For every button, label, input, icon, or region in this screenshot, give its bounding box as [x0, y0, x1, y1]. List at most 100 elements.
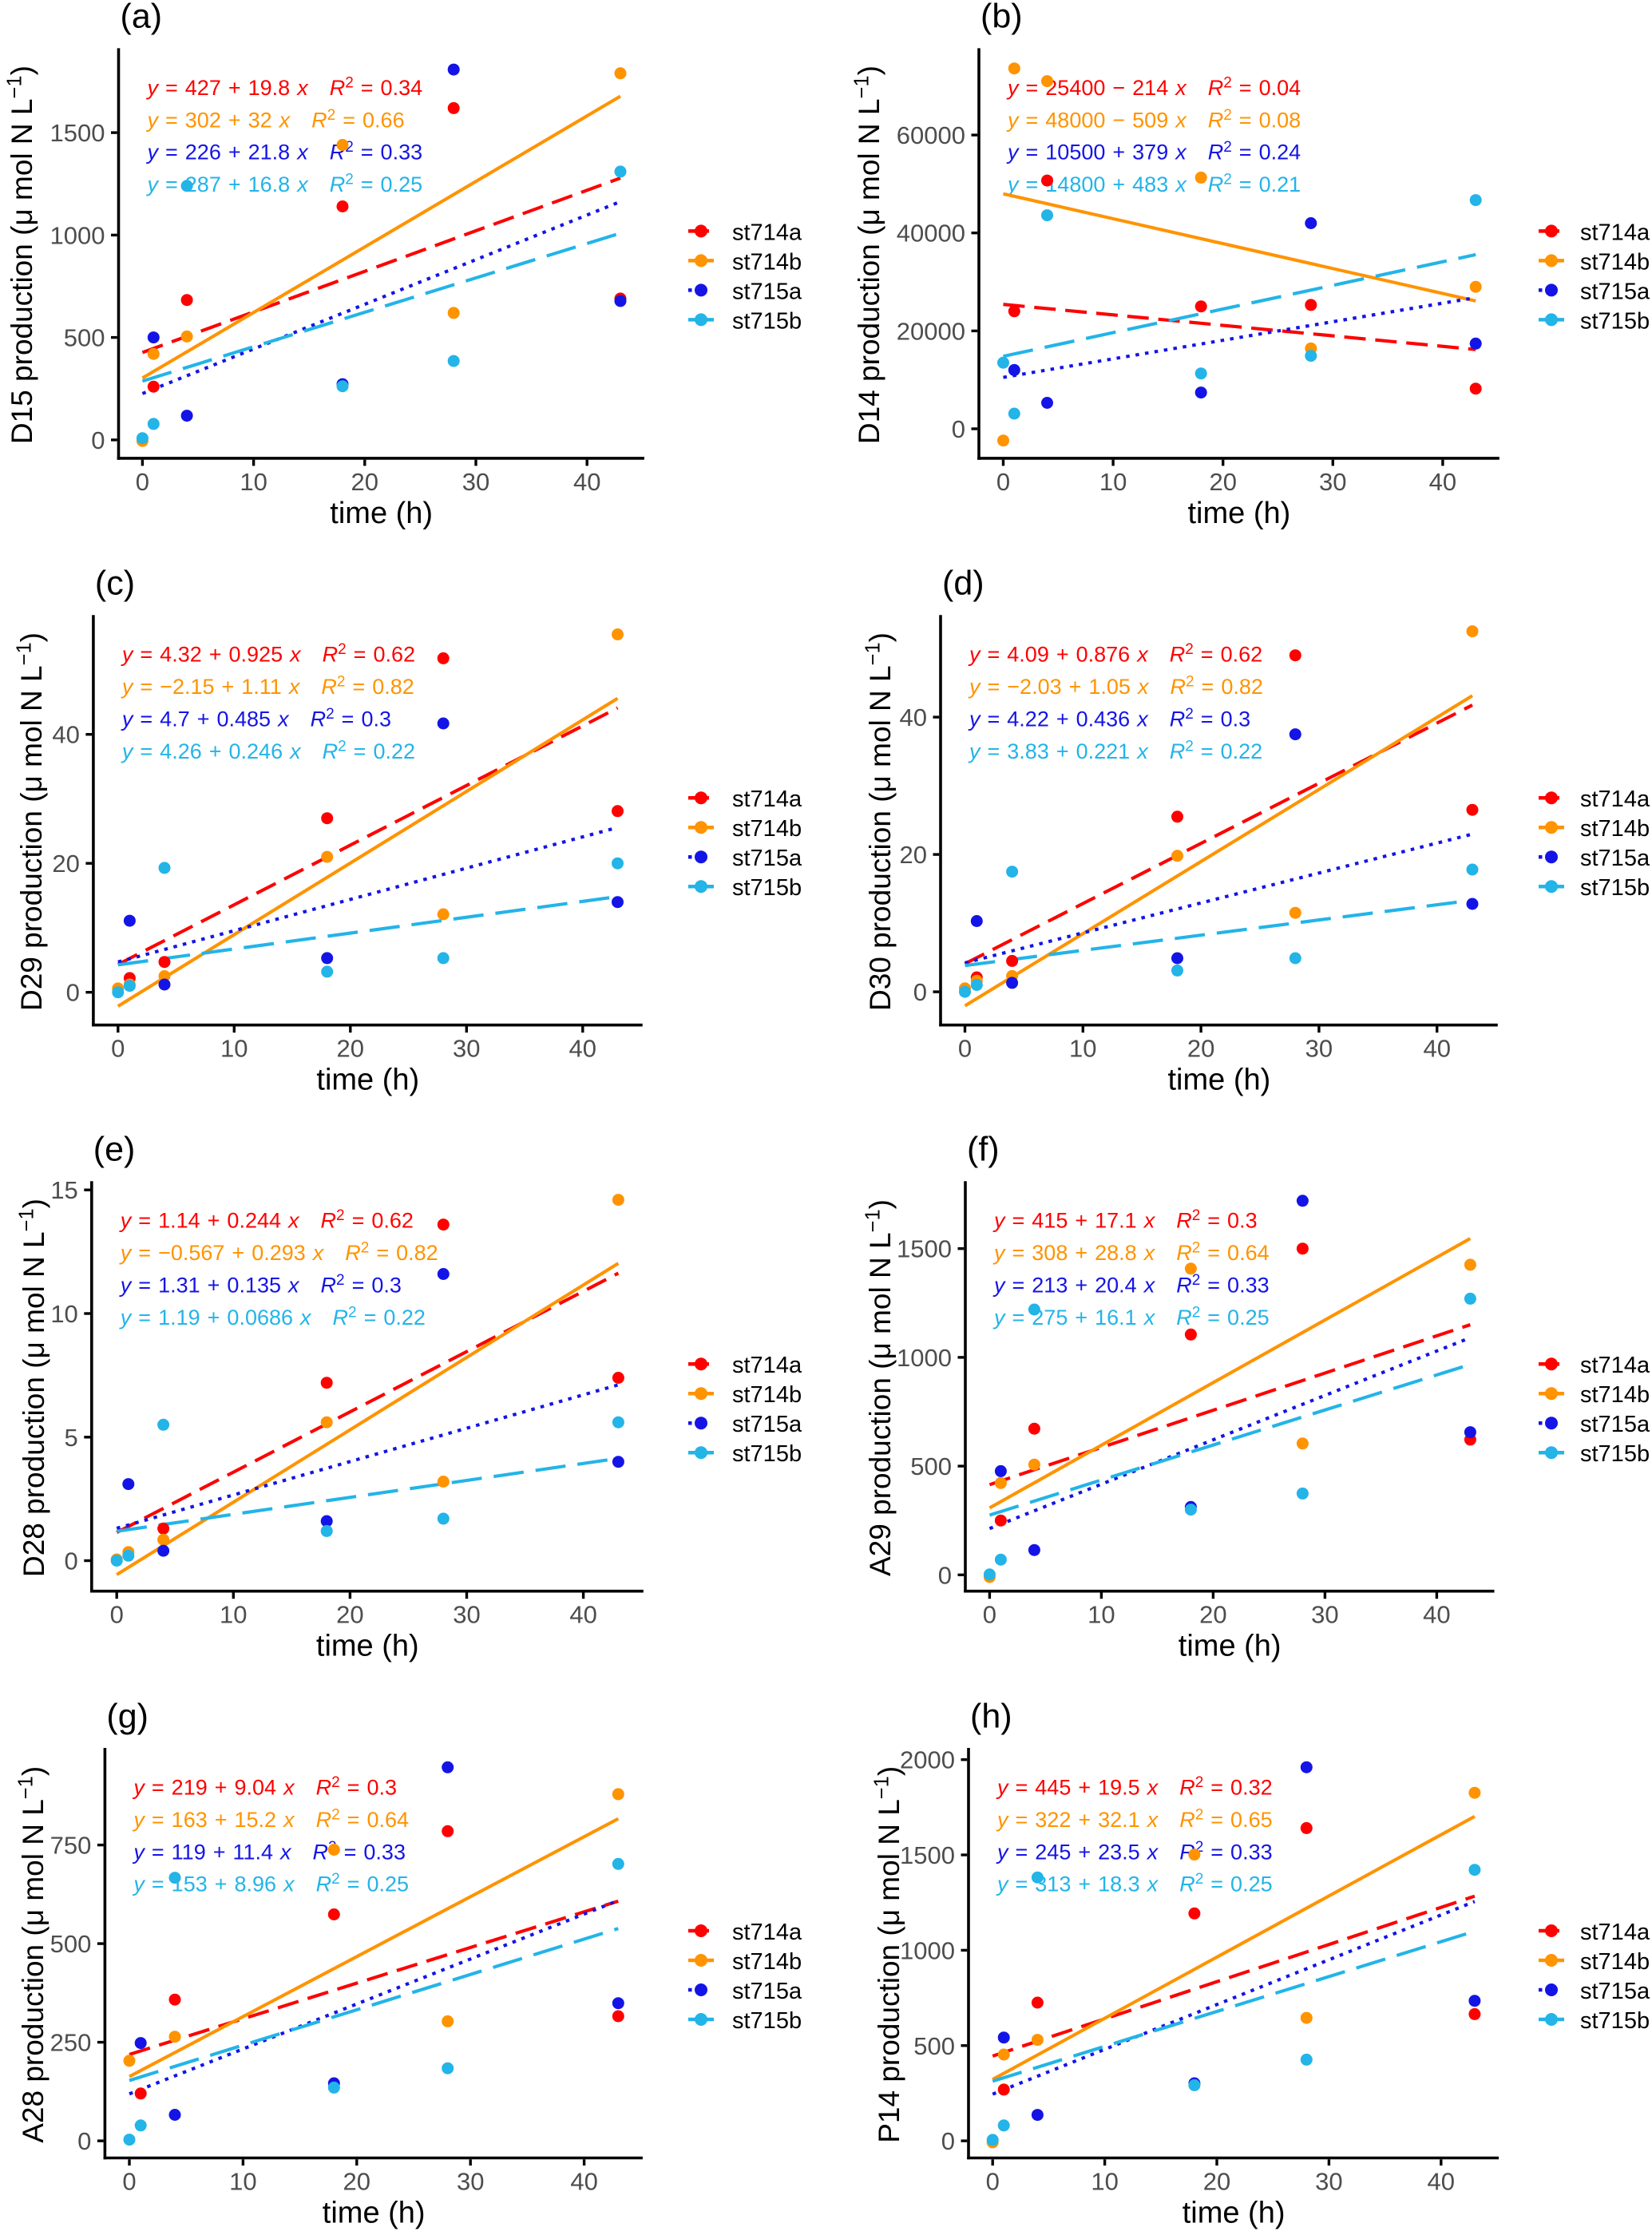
svg-text:30: 30 — [1311, 1601, 1338, 1629]
svg-text:0: 0 — [938, 1561, 952, 1589]
svg-text:time (h): time (h) — [1188, 497, 1291, 530]
svg-text:time (h): time (h) — [1183, 2197, 1286, 2230]
svg-text:10: 10 — [1069, 1035, 1096, 1063]
svg-text:0: 0 — [983, 1601, 996, 1629]
svg-text:st714a: st714a — [732, 1920, 802, 1945]
svg-text:500: 500 — [64, 324, 105, 352]
svg-text:D29 production (μ mol N L−1): D29 production (μ mol N L−1) — [14, 632, 49, 1011]
svg-text:30: 30 — [453, 1601, 480, 1629]
svg-text:10: 10 — [1099, 468, 1127, 496]
svg-text:0: 0 — [110, 1601, 124, 1629]
svg-text:20000: 20000 — [897, 317, 965, 345]
svg-text:0: 0 — [91, 426, 105, 454]
svg-text:20: 20 — [1209, 468, 1236, 496]
svg-text:0: 0 — [941, 2127, 955, 2155]
svg-text:250: 250 — [50, 2029, 92, 2057]
svg-text:(b): (b) — [981, 0, 1023, 36]
svg-text:30: 30 — [457, 2168, 484, 2196]
svg-text:st715b: st715b — [732, 1441, 802, 1467]
svg-text:20: 20 — [343, 2168, 370, 2196]
svg-text:5: 5 — [65, 1424, 78, 1452]
svg-text:500: 500 — [50, 1930, 92, 1958]
svg-text:A29 production (μ mol N L−1): A29 production (μ mol N L−1) — [862, 1199, 897, 1576]
svg-text:30: 30 — [1315, 2168, 1342, 2196]
svg-text:st714b: st714b — [732, 1382, 802, 1408]
svg-text:40: 40 — [900, 703, 927, 731]
svg-text:st715b: st715b — [1580, 2008, 1650, 2034]
svg-text:15: 15 — [50, 1176, 77, 1204]
svg-text:(a): (a) — [121, 0, 163, 36]
svg-text:time (h): time (h) — [330, 497, 433, 530]
svg-text:st715a: st715a — [732, 279, 802, 304]
svg-text:500: 500 — [910, 1452, 952, 1480]
svg-text:1000: 1000 — [897, 1344, 952, 1372]
svg-text:(f): (f) — [967, 1131, 1000, 1169]
svg-text:1500: 1500 — [900, 1841, 955, 1869]
svg-text:40: 40 — [52, 721, 79, 749]
svg-text:st715b: st715b — [732, 308, 802, 334]
svg-text:20: 20 — [1187, 1035, 1214, 1063]
svg-text:30: 30 — [1305, 1035, 1333, 1063]
svg-text:0: 0 — [122, 2168, 136, 2196]
svg-text:30: 30 — [453, 1035, 480, 1063]
svg-text:20: 20 — [1203, 2168, 1230, 2196]
svg-text:time (h): time (h) — [316, 1630, 419, 1663]
svg-text:st714b: st714b — [732, 1949, 802, 1975]
svg-text:1000: 1000 — [50, 221, 105, 249]
svg-text:st714a: st714a — [1580, 220, 1650, 245]
svg-text:st714b: st714b — [732, 249, 802, 275]
svg-text:D28 production (μ mol N L−1): D28 production (μ mol N L−1) — [16, 1199, 51, 1577]
svg-text:st715b: st715b — [1580, 1441, 1650, 1467]
svg-text:st714b: st714b — [1580, 1382, 1650, 1408]
svg-text:1000: 1000 — [900, 1936, 955, 1964]
svg-text:30: 30 — [1319, 468, 1346, 496]
svg-text:40: 40 — [1423, 1601, 1450, 1629]
svg-text:0: 0 — [952, 415, 965, 443]
svg-text:1500: 1500 — [50, 119, 105, 147]
svg-text:40000: 40000 — [897, 220, 965, 248]
svg-text:0: 0 — [65, 1547, 78, 1575]
svg-text:st714b: st714b — [1580, 816, 1650, 842]
svg-text:st715b: st715b — [732, 2008, 802, 2034]
svg-text:60000: 60000 — [897, 121, 965, 149]
svg-text:(h): (h) — [970, 1697, 1012, 1735]
svg-text:st714a: st714a — [732, 1353, 802, 1378]
svg-text:10: 10 — [1091, 2168, 1118, 2196]
svg-text:20: 20 — [336, 1601, 363, 1629]
svg-text:20: 20 — [337, 1035, 364, 1063]
svg-text:st715a: st715a — [1580, 846, 1650, 871]
svg-text:st715a: st715a — [732, 1979, 802, 2004]
svg-text:20: 20 — [1199, 1601, 1226, 1629]
svg-text:20: 20 — [900, 841, 927, 869]
svg-text:time (h): time (h) — [1168, 1064, 1271, 1097]
svg-text:40: 40 — [1429, 468, 1456, 496]
svg-text:(c): (c) — [95, 565, 135, 603]
svg-text:st715a: st715a — [732, 1412, 802, 1437]
svg-text:40: 40 — [573, 468, 600, 496]
svg-text:0: 0 — [913, 978, 927, 1006]
svg-text:D14 production (μ mol N L−1): D14 production (μ mol N L−1) — [851, 65, 886, 444]
svg-text:time (h): time (h) — [1179, 1630, 1282, 1663]
svg-text:st714b: st714b — [1580, 249, 1650, 275]
svg-text:st715a: st715a — [1580, 1979, 1650, 2004]
svg-text:750: 750 — [50, 1832, 92, 1860]
svg-text:30: 30 — [462, 468, 489, 496]
